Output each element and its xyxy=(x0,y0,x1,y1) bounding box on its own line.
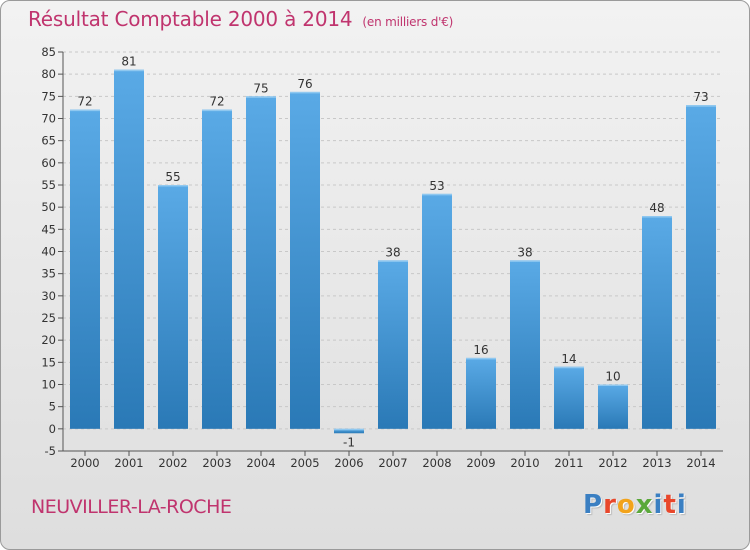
bar-highlight xyxy=(686,105,716,107)
x-tick-label: 2004 xyxy=(246,456,275,470)
data-label: 10 xyxy=(605,370,620,384)
bar xyxy=(246,96,276,429)
y-tick-label: 20 xyxy=(41,333,56,347)
x-tick-label: 2005 xyxy=(290,456,319,470)
bar-highlight xyxy=(598,384,628,386)
bar-highlight xyxy=(290,91,320,94)
y-tick-label: 45 xyxy=(41,222,56,236)
x-axis-ticks: 2000 2001 2002 2003 2004 2005 2006 2007 2008 2009… xyxy=(70,451,716,470)
x-tick-label: 2002 xyxy=(158,456,187,470)
bar xyxy=(290,91,320,429)
x-tick-label: 2010 xyxy=(510,456,539,470)
y-tick-label: 60 xyxy=(41,156,56,170)
chart-title: Résultat Comptable 2000 à 2014 (en millie… xyxy=(28,7,453,31)
bar xyxy=(158,185,188,429)
data-label: 53 xyxy=(429,179,444,193)
y-tick-label: 85 xyxy=(41,45,56,59)
x-tick-label: 2012 xyxy=(598,456,627,470)
x-tick-label: 2007 xyxy=(378,456,407,470)
y-tick-label: 5 xyxy=(49,400,56,414)
bar xyxy=(642,216,672,429)
y-tick-label: 75 xyxy=(41,89,56,103)
bar xyxy=(554,366,584,429)
y-tick-label: -5 xyxy=(45,444,56,458)
bar xyxy=(422,193,452,429)
bar xyxy=(202,109,232,429)
bar xyxy=(510,260,540,429)
bar-highlight xyxy=(510,260,540,262)
x-tick-label: 2013 xyxy=(642,456,671,470)
x-tick-label: 2003 xyxy=(202,456,231,470)
data-label: 48 xyxy=(649,201,664,215)
data-labels: 72 81 55 72 75 76 -1 38 53 16 38 14 10 48 73 xyxy=(77,55,708,450)
y-tick-label: 30 xyxy=(41,289,56,303)
y-tick-label: 80 xyxy=(41,67,56,81)
data-label: 76 xyxy=(297,77,312,91)
bar xyxy=(70,109,100,429)
bar xyxy=(686,105,716,429)
y-tick-label: 25 xyxy=(41,311,56,325)
x-tick-label: 2011 xyxy=(554,456,583,470)
bar xyxy=(598,384,628,429)
bar-highlight xyxy=(466,357,496,360)
title-text: Résultat Comptable 2000 à 2014 xyxy=(28,7,353,31)
x-tick-label: 2000 xyxy=(70,456,99,470)
y-tick-label: 10 xyxy=(41,378,56,392)
y-tick-label: 55 xyxy=(41,178,56,192)
bar-highlight xyxy=(202,109,232,112)
data-label: 72 xyxy=(209,95,224,109)
x-tick-label: 2008 xyxy=(422,456,451,470)
x-tick-label: 2009 xyxy=(466,456,495,470)
commune-name: NEUVILLER-LA-ROCHE xyxy=(31,496,232,518)
x-tick-label: 2014 xyxy=(686,456,715,470)
y-tick-label: 35 xyxy=(41,267,56,281)
y-tick-label: 0 xyxy=(49,422,56,436)
data-label: 55 xyxy=(165,170,180,184)
data-label: 38 xyxy=(385,245,400,259)
bar-highlight xyxy=(642,216,672,218)
y-tick-label: 15 xyxy=(41,355,56,369)
bar-highlight xyxy=(378,260,408,262)
bar-highlight xyxy=(554,366,584,369)
data-label: 81 xyxy=(121,55,136,69)
bars xyxy=(70,69,716,434)
bar xyxy=(334,428,364,434)
bar-highlight xyxy=(422,193,452,196)
bar xyxy=(114,69,144,429)
chart-subtitle: (en milliers d'€) xyxy=(362,15,454,29)
bar-highlight xyxy=(158,185,188,187)
y-tick-label: 40 xyxy=(41,245,56,259)
data-label: 16 xyxy=(473,343,488,357)
bar-highlight xyxy=(246,96,276,98)
y-tick-label: 50 xyxy=(41,200,56,214)
data-label: 72 xyxy=(77,95,92,109)
y-tick-label: 65 xyxy=(41,134,56,148)
bar xyxy=(466,357,496,429)
y-tick-label: 70 xyxy=(41,112,56,126)
x-tick-label: 2006 xyxy=(334,456,363,470)
data-label: 14 xyxy=(561,352,576,366)
data-label: 75 xyxy=(253,81,268,95)
bar-highlight xyxy=(334,428,364,431)
y-axis-ticks: -5 0 5 10 15 20 25 30 35 40 45 50 55 60 65 70 75 80 85 xyxy=(41,45,63,458)
proxiti-logo: Proxiti xyxy=(583,490,687,520)
data-label: -1 xyxy=(343,435,355,449)
data-label: 73 xyxy=(693,90,708,104)
x-tick-label: 2001 xyxy=(114,456,143,470)
bar xyxy=(378,260,408,429)
bar-highlight xyxy=(114,69,144,72)
bar-highlight xyxy=(70,109,100,112)
data-label: 38 xyxy=(517,245,532,259)
